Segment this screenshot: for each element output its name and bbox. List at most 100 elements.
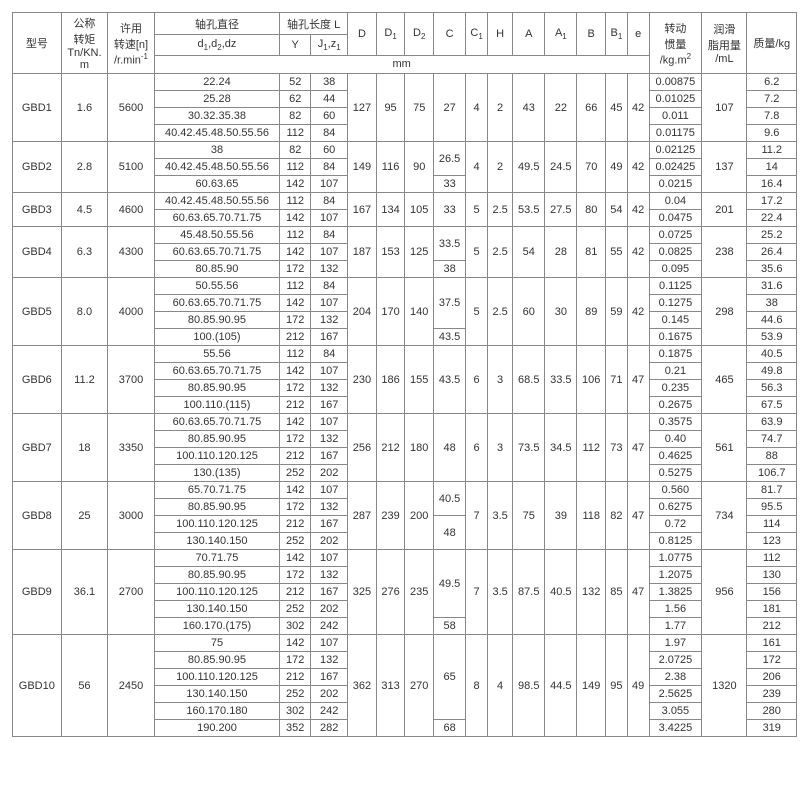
cell-A: 54 [513, 227, 545, 278]
cell-Y: 112 [280, 278, 311, 295]
cell-mass: 130 [747, 567, 797, 584]
cell-d: 25.28 [154, 91, 279, 108]
cell-B1: 54 [606, 193, 628, 227]
cell-Y: 252 [280, 465, 311, 482]
cell-d: 30.32.35.38 [154, 108, 279, 125]
cell-d: 130.140.150 [154, 533, 279, 550]
cell-torque: 6.3 [61, 227, 108, 278]
cell-H: 3.5 [488, 482, 513, 550]
cell-torque: 1.6 [61, 74, 108, 142]
cell-J: 167 [311, 516, 348, 533]
cell-D: 149 [348, 142, 377, 193]
cell-C1: 7 [466, 482, 488, 550]
cell-Y: 112 [280, 193, 311, 210]
cell-Y: 252 [280, 601, 311, 618]
cell-torque: 18 [61, 414, 108, 482]
hdr-B1: B1 [606, 13, 628, 56]
cell-d: 60.63.65 [154, 176, 279, 193]
cell-J: 167 [311, 669, 348, 686]
cell-mass: 25.2 [747, 227, 797, 244]
cell-inertia: 3.055 [649, 703, 702, 720]
cell-mass: 44.6 [747, 312, 797, 329]
cell-inertia: 0.02425 [649, 159, 702, 176]
cell-inertia: 0.21 [649, 363, 702, 380]
cell-inertia: 1.77 [649, 618, 702, 635]
cell-e: 42 [627, 193, 649, 227]
hdr-D: D [348, 13, 377, 56]
cell-H: 3 [488, 414, 513, 482]
cell-J: 107 [311, 635, 348, 652]
cell-d: 100.110.120.125 [154, 448, 279, 465]
cell-lube: 238 [702, 227, 747, 278]
cell-B1: 82 [606, 482, 628, 550]
cell-inertia: 0.4625 [649, 448, 702, 465]
cell-mass: 239 [747, 686, 797, 703]
cell-d: 190.200 [154, 720, 279, 737]
cell-H: 2.5 [488, 278, 513, 346]
cell-speed: 2450 [108, 635, 155, 737]
cell-speed: 3000 [108, 482, 155, 550]
cell-Y: 172 [280, 431, 311, 448]
cell-C: 40.5 [434, 482, 466, 516]
hdr-B: B [577, 13, 606, 56]
cell-d: 100.(105) [154, 329, 279, 346]
hdr-inertia: 转动惯量/kg.m2 [649, 13, 702, 74]
cell-inertia: 1.97 [649, 635, 702, 652]
cell-Y: 142 [280, 295, 311, 312]
cell-torque: 2.8 [61, 142, 108, 193]
cell-J: 167 [311, 397, 348, 414]
cell-mass: 114 [747, 516, 797, 533]
cell-d: 160.170.180 [154, 703, 279, 720]
hdr-Y: Y [280, 35, 311, 55]
cell-D2: 125 [405, 227, 434, 278]
cell-e: 42 [627, 278, 649, 346]
cell-A: 53.5 [513, 193, 545, 227]
cell-A1: 39 [545, 482, 577, 550]
cell-B: 81 [577, 227, 606, 278]
cell-J: 60 [311, 108, 348, 125]
cell-B1: 55 [606, 227, 628, 278]
cell-inertia: 0.01175 [649, 125, 702, 142]
cell-B: 132 [577, 550, 606, 635]
cell-d: 130.(135) [154, 465, 279, 482]
cell-inertia: 0.5275 [649, 465, 702, 482]
cell-C: 68 [434, 720, 466, 737]
cell-d: 40.42.45.48.50.55.56 [154, 159, 279, 176]
cell-inertia: 0.3575 [649, 414, 702, 431]
cell-J: 107 [311, 482, 348, 499]
cell-D: 204 [348, 278, 377, 346]
cell-B1: 73 [606, 414, 628, 482]
cell-J: 202 [311, 601, 348, 618]
cell-Y: 142 [280, 414, 311, 431]
cell-C: 33 [434, 176, 466, 193]
cell-inertia: 0.095 [649, 261, 702, 278]
cell-J: 132 [311, 312, 348, 329]
cell-J: 84 [311, 125, 348, 142]
cell-A: 68.5 [513, 346, 545, 414]
cell-d: 75 [154, 635, 279, 652]
cell-d: 60.63.65.70.71.75 [154, 363, 279, 380]
cell-Y: 142 [280, 635, 311, 652]
cell-C: 65 [434, 635, 466, 720]
cell-J: 202 [311, 686, 348, 703]
cell-mass: 31.6 [747, 278, 797, 295]
cell-J: 107 [311, 295, 348, 312]
cell-D1: 153 [376, 227, 405, 278]
cell-C: 33 [434, 193, 466, 227]
cell-C: 26.5 [434, 142, 466, 176]
cell-mass: 106.7 [747, 465, 797, 482]
cell-mass: 11.2 [747, 142, 797, 159]
cell-Y: 142 [280, 363, 311, 380]
cell-inertia: 0.1875 [649, 346, 702, 363]
cell-mass: 172 [747, 652, 797, 669]
hdr-speed: 许用转速[n]/r.min-1 [108, 13, 155, 74]
cell-J: 132 [311, 261, 348, 278]
cell-lube: 107 [702, 74, 747, 142]
data-row: GBD611.2370055.561128423018615543.56368.… [13, 346, 797, 363]
cell-inertia: 0.6275 [649, 499, 702, 516]
cell-J: 107 [311, 210, 348, 227]
cell-inertia: 2.38 [649, 669, 702, 686]
cell-d: 60.63.65.70.71.75 [154, 295, 279, 312]
cell-mass: 81.7 [747, 482, 797, 499]
cell-H: 3 [488, 346, 513, 414]
